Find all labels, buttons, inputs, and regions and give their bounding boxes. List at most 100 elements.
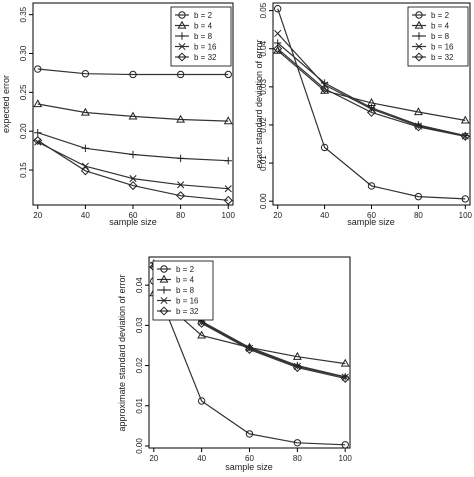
data-point-b32 xyxy=(128,181,138,191)
legend-marker-b4 xyxy=(159,274,169,283)
series-line-b2 xyxy=(277,8,466,200)
data-point-b2 xyxy=(414,192,423,201)
x-axis-title: sample size xyxy=(225,462,273,472)
legend-marker-b16 xyxy=(178,42,186,51)
data-point-b16 xyxy=(81,162,89,170)
data-point-b32 xyxy=(340,373,350,383)
y-tick-label: 0.35 xyxy=(19,6,28,22)
legend-label-b8: b = 8 xyxy=(176,286,195,295)
legend-marker-b32 xyxy=(177,52,187,62)
legend-marker-b8 xyxy=(160,286,168,294)
data-point-b16 xyxy=(129,175,137,183)
y-tick-label: 0.03 xyxy=(259,79,268,95)
panel-exact-standard-deviation: 20 40 60 80 100 0.00 0.01 0.02 0.03 0.04 0.05 sampl… xyxy=(254,2,473,227)
x-tick-label: 80 xyxy=(293,454,302,463)
y-tick-label: 0.15 xyxy=(19,162,28,178)
data-point-b32 xyxy=(413,122,423,132)
x-axis-title: sample size xyxy=(347,217,395,227)
y-tick-label: 0.04 xyxy=(135,277,144,293)
data-point-b4 xyxy=(460,115,470,124)
legend-label-b2: b = 2 xyxy=(176,265,195,274)
legend-marker-b2 xyxy=(160,265,168,273)
x-tick-label: 40 xyxy=(197,454,206,463)
data-point-b8 xyxy=(129,150,137,159)
legend-label-b16: b = 16 xyxy=(194,43,217,52)
legend-label-b16: b = 16 xyxy=(176,297,199,306)
x-tick-label: 100 xyxy=(459,211,473,220)
data-point-b32 xyxy=(292,363,302,373)
data-point-b4 xyxy=(413,107,423,116)
data-point-b2 xyxy=(81,70,90,78)
data-point-b8 xyxy=(224,157,232,165)
data-point-b4 xyxy=(33,99,43,108)
legend-label-b32: b = 32 xyxy=(431,53,454,62)
legend: b = 2 b = 4b = 8 b = 16b = 32 xyxy=(152,260,214,321)
series-line-b2 xyxy=(37,68,229,76)
data-point-b8 xyxy=(176,154,185,163)
x-axis-title: sample size xyxy=(109,217,157,227)
data-point-b8 xyxy=(81,144,90,152)
legend-label-b4: b = 4 xyxy=(194,22,213,31)
data-point-b8 xyxy=(34,129,42,137)
data-point-b2 xyxy=(34,65,42,73)
x-tick-label: 60 xyxy=(367,211,376,220)
data-point-b32 xyxy=(223,195,233,205)
x-tick-label: 20 xyxy=(149,454,158,463)
x-tick-label: 100 xyxy=(339,454,353,463)
data-point-b2 xyxy=(129,70,137,79)
legend-label-b2: b = 2 xyxy=(194,11,213,20)
data-point-b32 xyxy=(320,84,330,94)
y-tick-label: 0.20 xyxy=(19,123,28,139)
legend-label-b4: b = 4 xyxy=(176,276,195,285)
data-point-b2 xyxy=(341,441,349,449)
x-tick-label: 20 xyxy=(273,211,282,220)
data-point-b4 xyxy=(340,358,350,367)
data-point-b2 xyxy=(273,5,282,13)
legend-marker-b2 xyxy=(178,11,186,19)
data-point-b32 xyxy=(273,44,283,54)
y-tick-label: 0.30 xyxy=(19,45,28,61)
data-point-b16 xyxy=(177,181,185,189)
data-point-b2 xyxy=(197,397,206,405)
series-line-b32 xyxy=(277,48,466,137)
y-axis-title: exact standard deviation of error xyxy=(254,39,264,168)
y-tick-label: 0.01 xyxy=(135,397,144,413)
legend-marker-b16 xyxy=(160,296,168,305)
data-point-b16 xyxy=(274,29,282,38)
y-tick-label: 0.02 xyxy=(135,357,144,373)
legend-label-b2: b = 2 xyxy=(431,11,450,20)
series-line-b4 xyxy=(277,50,466,121)
data-point-b2 xyxy=(367,182,376,190)
legend-label-b8: b = 8 xyxy=(194,32,213,41)
data-point-b16 xyxy=(224,185,232,193)
data-point-b32 xyxy=(244,344,255,354)
x-tick-label: 60 xyxy=(245,454,254,463)
data-point-b16 xyxy=(34,138,42,146)
legend-marker-b4 xyxy=(414,20,424,29)
data-point-b4 xyxy=(80,107,90,116)
y-tick-label: 0.05 xyxy=(259,2,268,18)
data-point-b2 xyxy=(245,430,254,438)
legend-label-b32: b = 32 xyxy=(176,307,199,316)
data-point-b32 xyxy=(197,318,207,328)
legend-marker-b8 xyxy=(178,32,186,40)
data-point-b2 xyxy=(176,70,185,79)
data-point-b4 xyxy=(223,116,233,125)
series-line-b4 xyxy=(37,103,229,122)
y-tick-label: 0.00 xyxy=(135,438,144,454)
data-point-b4 xyxy=(292,351,302,360)
legend-label-b8: b = 8 xyxy=(431,32,450,41)
data-point-b4 xyxy=(176,114,186,123)
data-point-b2 xyxy=(224,70,232,79)
legend-label-b16: b = 16 xyxy=(431,43,454,52)
legend-marker-b32 xyxy=(414,52,424,62)
data-point-b32 xyxy=(366,107,377,117)
data-point-b4 xyxy=(197,330,207,339)
x-tick-label: 100 xyxy=(222,211,236,220)
panel-approximate-standard-deviation: 20 40 60 80 100 0.00 0.01 0.02 0.03 0.04 sample si… xyxy=(117,256,353,472)
legend-label-b4: b = 4 xyxy=(431,22,450,31)
y-axis-title: expected error xyxy=(1,75,11,133)
y-tick-label: 0.25 xyxy=(19,84,28,100)
